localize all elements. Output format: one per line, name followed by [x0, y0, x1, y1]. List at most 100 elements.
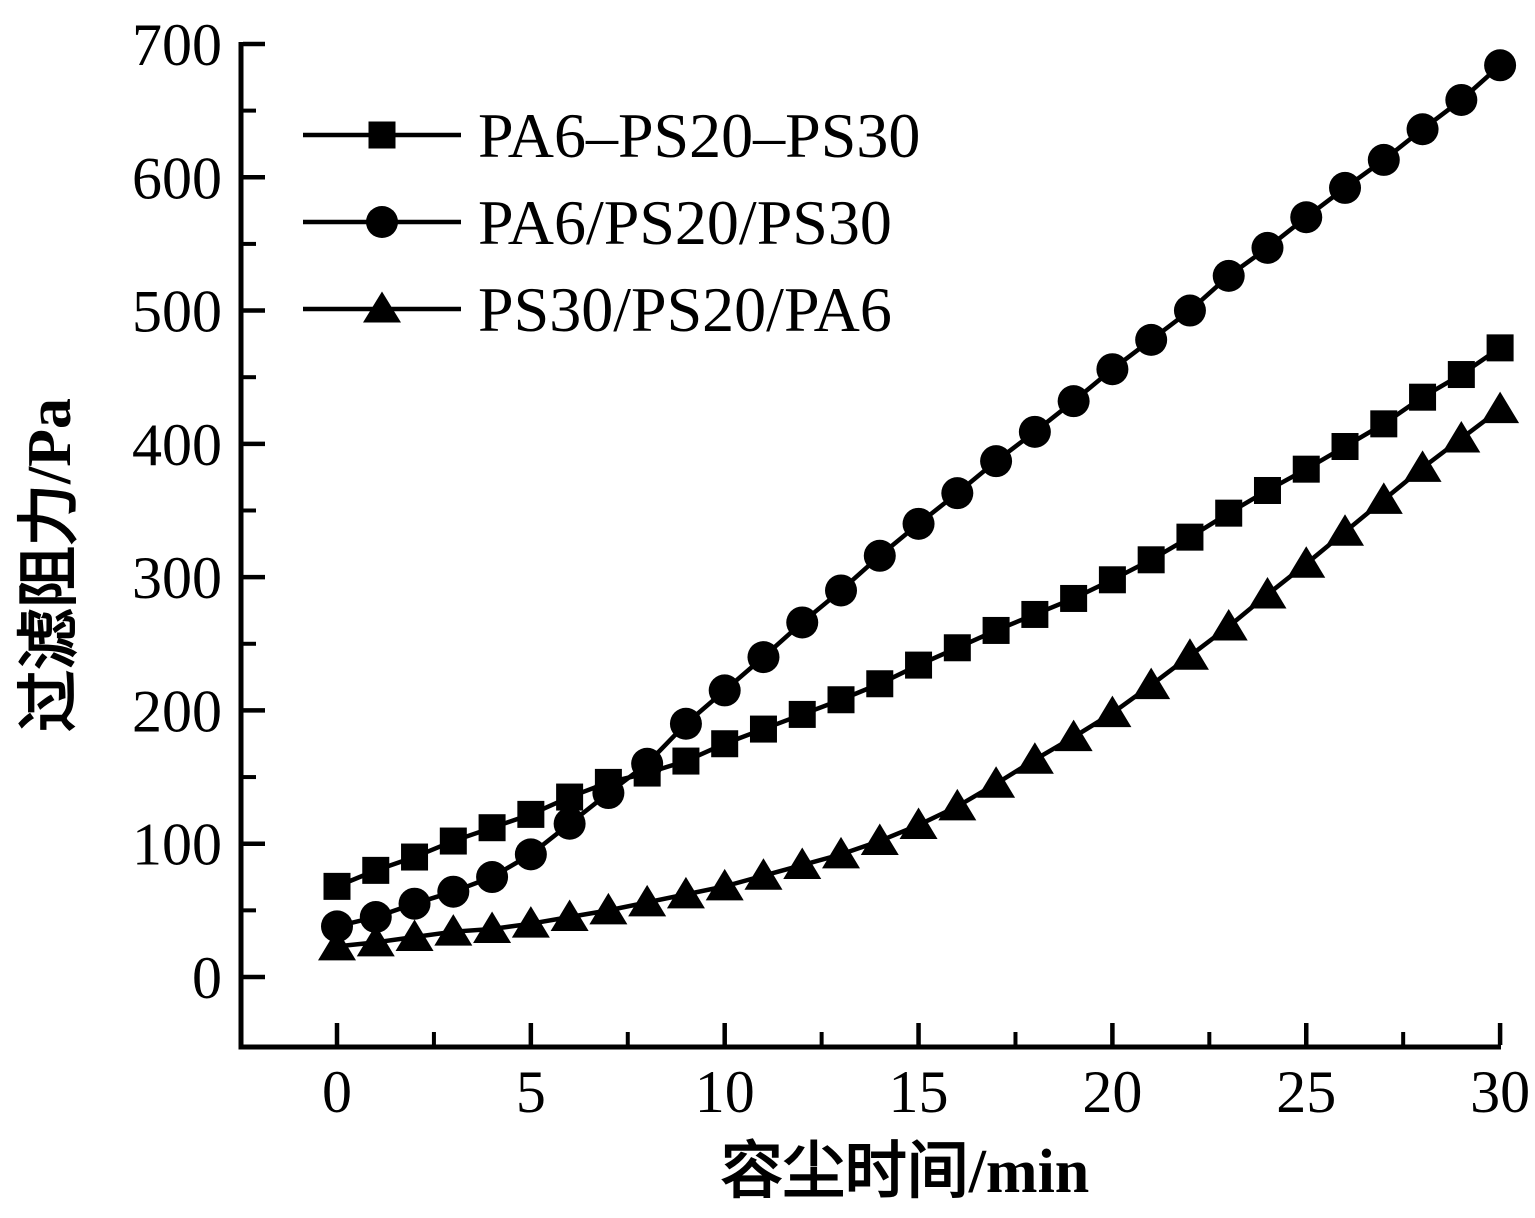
legend-triangle-marker-icon	[363, 291, 401, 323]
circle-marker-icon	[1173, 294, 1206, 327]
circle-marker-icon	[941, 477, 974, 510]
square-marker-icon	[982, 616, 1010, 644]
circle-marker-icon	[514, 838, 547, 871]
triangle-marker-icon	[1403, 450, 1442, 482]
circle-marker-icon	[476, 861, 509, 894]
square-marker-icon	[711, 730, 739, 758]
triangle-marker-icon	[1015, 742, 1054, 774]
x-tick-label: 20	[1082, 1059, 1142, 1125]
square-marker-icon	[323, 872, 351, 900]
square-marker-icon	[1060, 584, 1088, 612]
triangle-marker-icon	[1209, 608, 1248, 641]
circle-marker-icon	[1290, 201, 1323, 234]
circle-marker-icon	[669, 707, 702, 740]
square-marker-icon	[439, 827, 467, 855]
circle-marker-icon	[1329, 171, 1362, 204]
circle-marker-icon	[592, 777, 625, 810]
x-tick-label: 0	[322, 1059, 352, 1125]
x-axis-ticks	[334, 1023, 1503, 1045]
circle-marker-icon	[1367, 143, 1400, 176]
triangle-marker-icon	[744, 858, 783, 890]
legend-square-marker-icon	[368, 121, 396, 149]
triangle-marker-icon	[1481, 391, 1520, 424]
square-marker-icon	[1331, 433, 1359, 461]
triangle-marker-icon	[1248, 576, 1287, 609]
y-axis-ticks	[243, 41, 265, 980]
circle-marker-icon	[553, 807, 586, 840]
circle-marker-icon	[1018, 415, 1051, 448]
circle-marker-icon	[1445, 83, 1478, 116]
square-marker-icon	[1137, 546, 1165, 574]
square-marker-icon	[517, 800, 545, 828]
triangle-marker-icon	[628, 884, 667, 917]
legend: PA6–PS20–PS30 PA6/PS20/PS30 PS30/PS20/PA…	[303, 100, 920, 345]
circle-marker-icon	[1057, 385, 1090, 418]
triangle-marker-icon	[705, 868, 744, 901]
triangle-marker-icon	[1364, 482, 1403, 514]
triangle-marker-icon	[395, 919, 434, 952]
square-marker-icon	[827, 686, 855, 714]
legend-item-squares: PA6–PS20–PS30	[303, 100, 920, 171]
triangle-marker-icon	[783, 847, 822, 880]
legend-label-circles: PA6/PS20/PS30	[478, 187, 892, 258]
y-axis-tick-labels: 0 100 200 300 400 500 600 700	[132, 12, 222, 1011]
triangle-marker-icon	[899, 807, 938, 840]
square-marker-icon	[1098, 566, 1126, 594]
square-marker-icon	[866, 670, 894, 698]
square-marker-icon	[1021, 600, 1049, 628]
x-tick-label: 30	[1470, 1059, 1530, 1125]
square-marker-icon	[672, 747, 700, 775]
square-marker-icon	[362, 856, 390, 884]
legend-circle-marker-icon	[366, 206, 398, 238]
circle-marker-icon	[398, 887, 431, 920]
triangle-marker-icon	[977, 766, 1016, 798]
circle-marker-icon	[747, 641, 780, 674]
square-marker-icon	[478, 814, 506, 842]
y-tick-label: 600	[132, 145, 222, 211]
circle-marker-icon	[359, 901, 392, 934]
circle-marker-icon	[1135, 323, 1168, 356]
series-triangles	[318, 391, 1520, 961]
square-marker-icon	[1215, 499, 1243, 527]
square-marker-icon	[1486, 334, 1514, 362]
circle-marker-icon	[863, 539, 896, 572]
square-marker-icon	[1292, 455, 1320, 483]
triangle-marker-icon	[356, 924, 395, 957]
y-tick-label: 0	[192, 945, 222, 1011]
x-axis-tick-labels: 0 5 10 15 20 25 30	[322, 1059, 1530, 1125]
circle-marker-icon	[1406, 113, 1439, 146]
y-tick-label: 700	[132, 12, 222, 78]
x-tick-label: 5	[516, 1059, 546, 1125]
axis-spines	[238, 42, 1501, 1050]
triangle-marker-icon	[1442, 421, 1481, 453]
circle-marker-icon	[1484, 49, 1517, 82]
triangle-marker-icon	[666, 876, 705, 909]
circle-marker-icon	[437, 875, 470, 908]
legend-label-squares: PA6–PS20–PS30	[478, 100, 920, 171]
triangle-marker-icon	[589, 892, 628, 925]
x-tick-label: 15	[889, 1059, 949, 1125]
circle-marker-icon	[786, 606, 819, 639]
square-marker-icon	[556, 783, 584, 811]
x-tick-label: 10	[695, 1059, 755, 1125]
square-marker-icon	[943, 634, 971, 662]
triangle-marker-icon	[473, 911, 512, 944]
series-circles	[321, 49, 1517, 943]
circle-marker-icon	[1212, 259, 1245, 292]
legend-item-circles: PA6/PS20/PS30	[303, 187, 892, 258]
y-tick-label: 200	[132, 678, 222, 744]
legend-item-triangles: PS30/PS20/PA6	[303, 274, 892, 345]
y-axis-title: 过滤阻力/Pa	[16, 398, 84, 732]
y-tick-label: 500	[132, 279, 222, 345]
circle-marker-icon	[902, 507, 935, 540]
triangle-marker-icon	[1054, 719, 1093, 752]
legend-label-triangles: PS30/PS20/PA6	[478, 274, 892, 345]
y-tick-label: 100	[132, 812, 222, 878]
y-tick-label: 400	[132, 412, 222, 478]
x-tick-label: 25	[1276, 1059, 1336, 1125]
triangle-marker-icon	[1170, 638, 1209, 670]
square-marker-icon	[1253, 476, 1281, 504]
triangle-marker-icon	[1093, 695, 1132, 728]
circle-marker-icon	[980, 445, 1013, 478]
